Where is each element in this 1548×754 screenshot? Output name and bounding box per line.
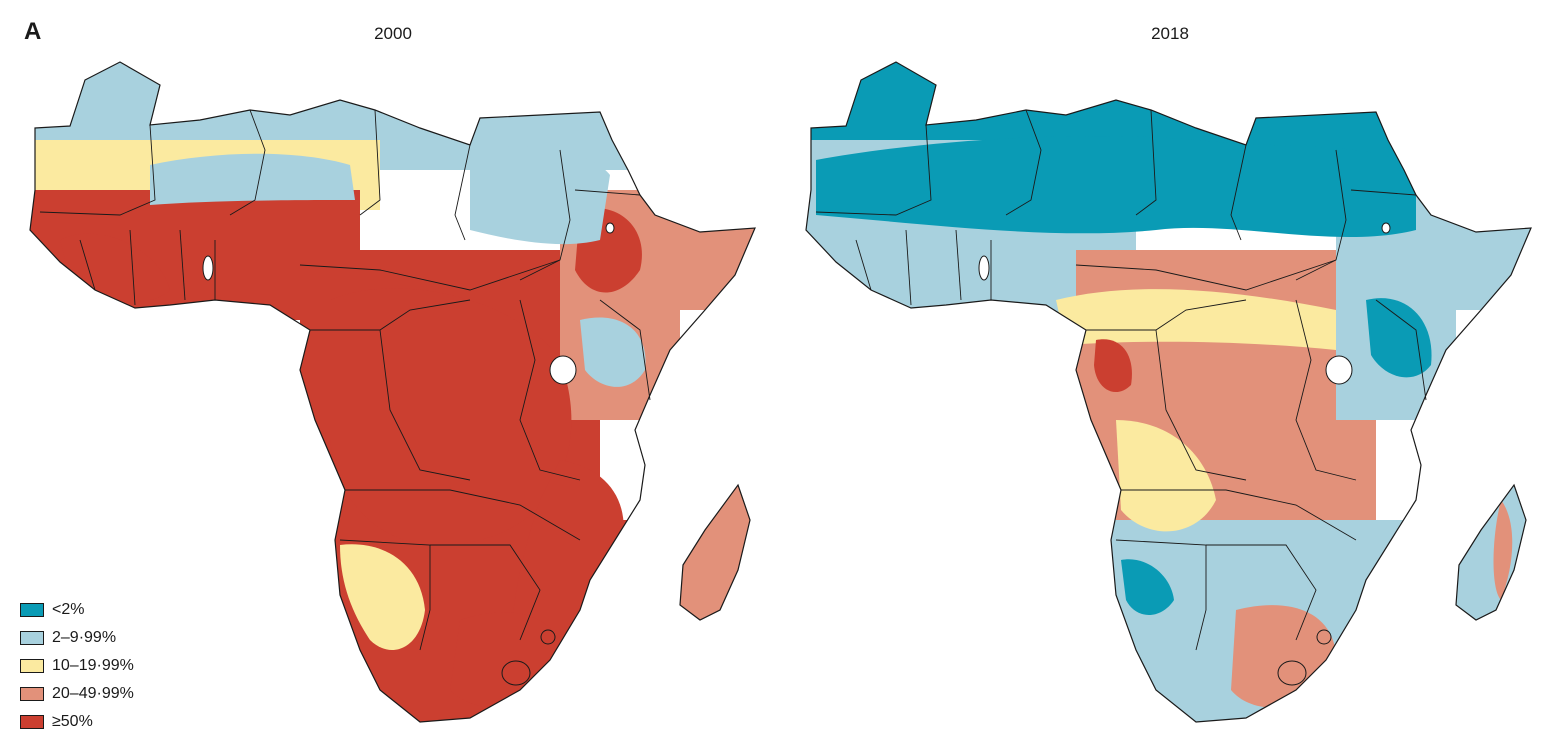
- legend-label: <2%: [52, 601, 85, 618]
- panel-label: A: [24, 18, 42, 45]
- lake-volta: [202, 255, 214, 281]
- sahel-teal-band: [816, 136, 1416, 238]
- legend-item-ge50: ≥50%: [20, 708, 134, 736]
- map-2018: [805, 61, 1532, 723]
- congo-high-prevalence-patch: [330, 288, 572, 546]
- sudan-light-blue-patch: [470, 146, 610, 245]
- legend-swatch: [20, 687, 44, 701]
- lake-volta: [978, 255, 990, 281]
- southafrica-high-prevalence-patch: [450, 612, 562, 708]
- lake-victoria: [549, 355, 577, 385]
- lesotho: [501, 660, 531, 686]
- legend-swatch: [20, 715, 44, 729]
- legend-label: 2–9·99%: [52, 629, 117, 646]
- lake-victoria: [1325, 355, 1353, 385]
- kenya-teal-patch: [1366, 298, 1432, 378]
- sahel-light-blue-patch: [150, 153, 355, 205]
- lesotho: [1277, 660, 1307, 686]
- kenya-light-blue-patch: [580, 317, 646, 387]
- map-2000: [29, 61, 756, 723]
- legend-item-10-20: 10–19·99%: [20, 652, 134, 680]
- lake-tana: [605, 222, 615, 234]
- legend-swatch: [20, 631, 44, 645]
- namibia-low-patch: [340, 544, 425, 650]
- legend-label: 20–49·99%: [52, 685, 134, 702]
- country-borders-2018: [815, 109, 1427, 651]
- map-title-2018: 2018: [1151, 24, 1189, 43]
- legend-label: ≥50%: [52, 713, 93, 730]
- legend-label: 10–19·99%: [52, 657, 134, 674]
- legend-swatch: [20, 603, 44, 617]
- gabon-high-patch: [1094, 339, 1132, 393]
- country-borders-2000: [39, 109, 651, 651]
- map-title-2000: 2000: [374, 24, 412, 43]
- legend: <2% 2–9·99% 10–19·99% 20–49·99% ≥50%: [20, 596, 134, 736]
- legend-swatch: [20, 659, 44, 673]
- namibia-teal-patch: [1121, 559, 1174, 615]
- lakes-2018: [978, 222, 1391, 686]
- eswatini: [1316, 629, 1332, 645]
- lakes-2000: [202, 222, 615, 686]
- madagascar-orange-patch: [1493, 500, 1513, 600]
- eswatini: [540, 629, 556, 645]
- legend-item-lt2: <2%: [20, 596, 134, 624]
- legend-item-2-10: 2–9·99%: [20, 624, 134, 652]
- legend-item-20-50: 20–49·99%: [20, 680, 134, 708]
- lake-tana: [1381, 222, 1391, 234]
- angola-yellow-patch: [1116, 420, 1216, 532]
- central-yellow-band: [1056, 289, 1336, 350]
